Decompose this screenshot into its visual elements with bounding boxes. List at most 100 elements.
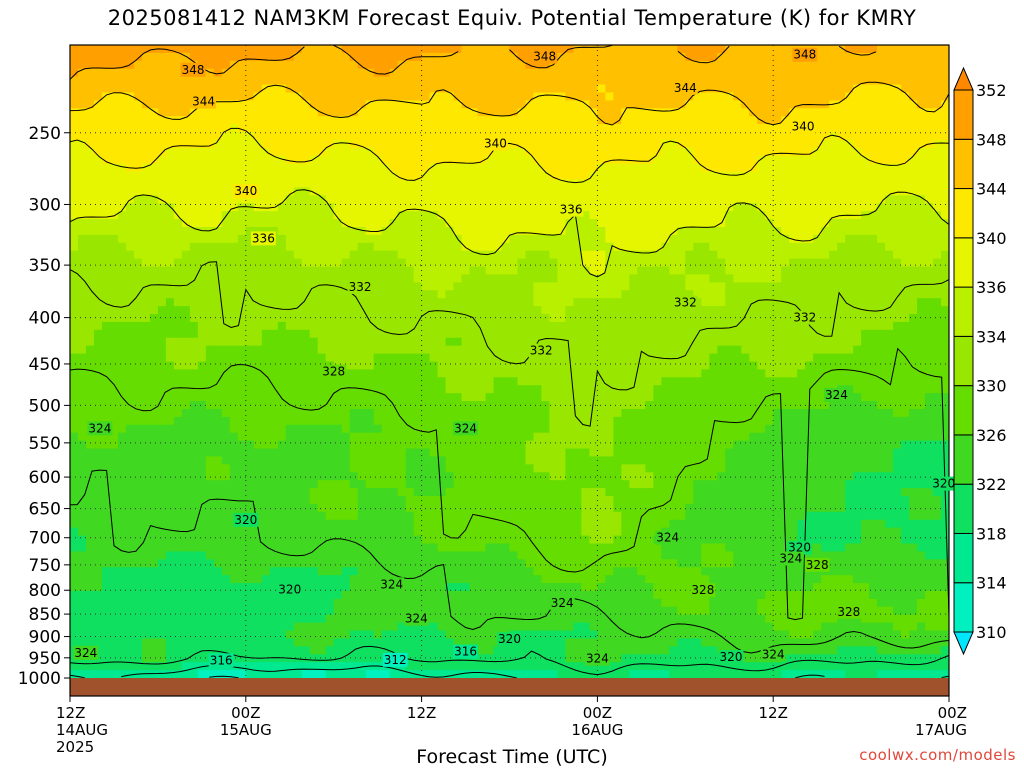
field-cell [901, 234, 910, 244]
field-cell [541, 84, 551, 94]
field-cell [261, 163, 271, 173]
field-cell [669, 361, 678, 371]
field-cell [149, 321, 159, 331]
field-cell [101, 314, 111, 323]
field-cell [917, 116, 926, 125]
field-cell [445, 116, 455, 125]
field-cell [621, 45, 630, 54]
field-cell [885, 369, 894, 378]
field-cell [821, 329, 830, 339]
field-cell [773, 179, 782, 189]
field-cell [517, 361, 527, 371]
field-cell [157, 377, 167, 386]
field-cell [565, 68, 575, 78]
field-cell [781, 314, 790, 323]
field-cell [109, 274, 119, 283]
field-cell [661, 45, 670, 54]
field-cell [245, 345, 255, 355]
field-cell [869, 92, 878, 101]
field-cell [173, 234, 183, 244]
field-cell [933, 290, 942, 299]
field-cell [781, 132, 790, 141]
field-cell [781, 108, 790, 117]
field-cell [549, 68, 559, 78]
field-cell [301, 353, 311, 363]
field-cell [189, 353, 199, 363]
field-cell [725, 179, 734, 189]
field-cell [261, 329, 271, 339]
field-cell [77, 353, 87, 363]
field-cell [565, 306, 575, 315]
field-cell [709, 258, 718, 268]
field-cell [829, 234, 838, 244]
field-cell [541, 68, 551, 78]
field-cell [389, 52, 399, 62]
field-cell [405, 195, 415, 204]
field-cell [733, 282, 742, 291]
field-cell [893, 124, 902, 133]
field-cell [197, 321, 207, 331]
field-cell [845, 116, 854, 125]
field-cell [565, 187, 575, 196]
field-cell [205, 211, 215, 220]
field-cell [125, 393, 135, 402]
field-cell [509, 314, 519, 323]
field-cell [501, 274, 511, 283]
field-cell [357, 321, 367, 331]
field-cell [589, 139, 598, 149]
field-cell [277, 266, 287, 276]
field-cell [245, 321, 255, 331]
field-cell [317, 306, 327, 315]
field-cell [117, 45, 127, 54]
field-cell [373, 377, 383, 386]
field-cell [909, 84, 918, 94]
field-cell [813, 211, 822, 220]
field-cell [701, 226, 710, 236]
field-cell [557, 353, 567, 363]
field-cell [341, 337, 351, 347]
field-cell [381, 385, 391, 394]
field-cell [925, 179, 934, 189]
field-cell [213, 76, 223, 86]
field-cell [365, 298, 375, 307]
field-cell [93, 108, 103, 117]
field-cell [565, 92, 575, 101]
field-cell [725, 345, 734, 355]
field-cell [317, 179, 327, 189]
field-cell [653, 211, 662, 220]
field-cell [621, 393, 630, 402]
field-cell [861, 139, 870, 149]
field-cell [901, 92, 910, 101]
field-cell [101, 242, 111, 252]
field-cell [509, 195, 519, 204]
field-cell [565, 345, 575, 355]
field-cell [509, 290, 519, 299]
field-cell [933, 329, 942, 339]
field-cell [77, 266, 87, 276]
field-cell [477, 361, 487, 371]
field-cell [509, 45, 519, 54]
field-cell [845, 171, 854, 181]
field-cell [845, 187, 854, 196]
field-cell [597, 393, 606, 402]
field-cell [637, 211, 646, 220]
field-cell [861, 266, 870, 276]
field-cell [85, 100, 95, 109]
field-cell [349, 163, 359, 173]
field-cell [549, 147, 559, 157]
field-cell [357, 266, 367, 276]
field-cell [661, 282, 670, 291]
field-cell [109, 76, 119, 86]
field-cell [93, 68, 103, 78]
field-cell [477, 52, 487, 62]
field-cell [869, 100, 878, 109]
field-cell [269, 179, 279, 189]
field-cell [261, 68, 271, 78]
field-cell [469, 290, 479, 299]
field-cell [101, 211, 111, 220]
field-cell [661, 258, 670, 268]
field-cell [413, 377, 423, 386]
field-cell [317, 84, 327, 94]
field-cell [421, 329, 431, 339]
field-cell [517, 203, 527, 212]
